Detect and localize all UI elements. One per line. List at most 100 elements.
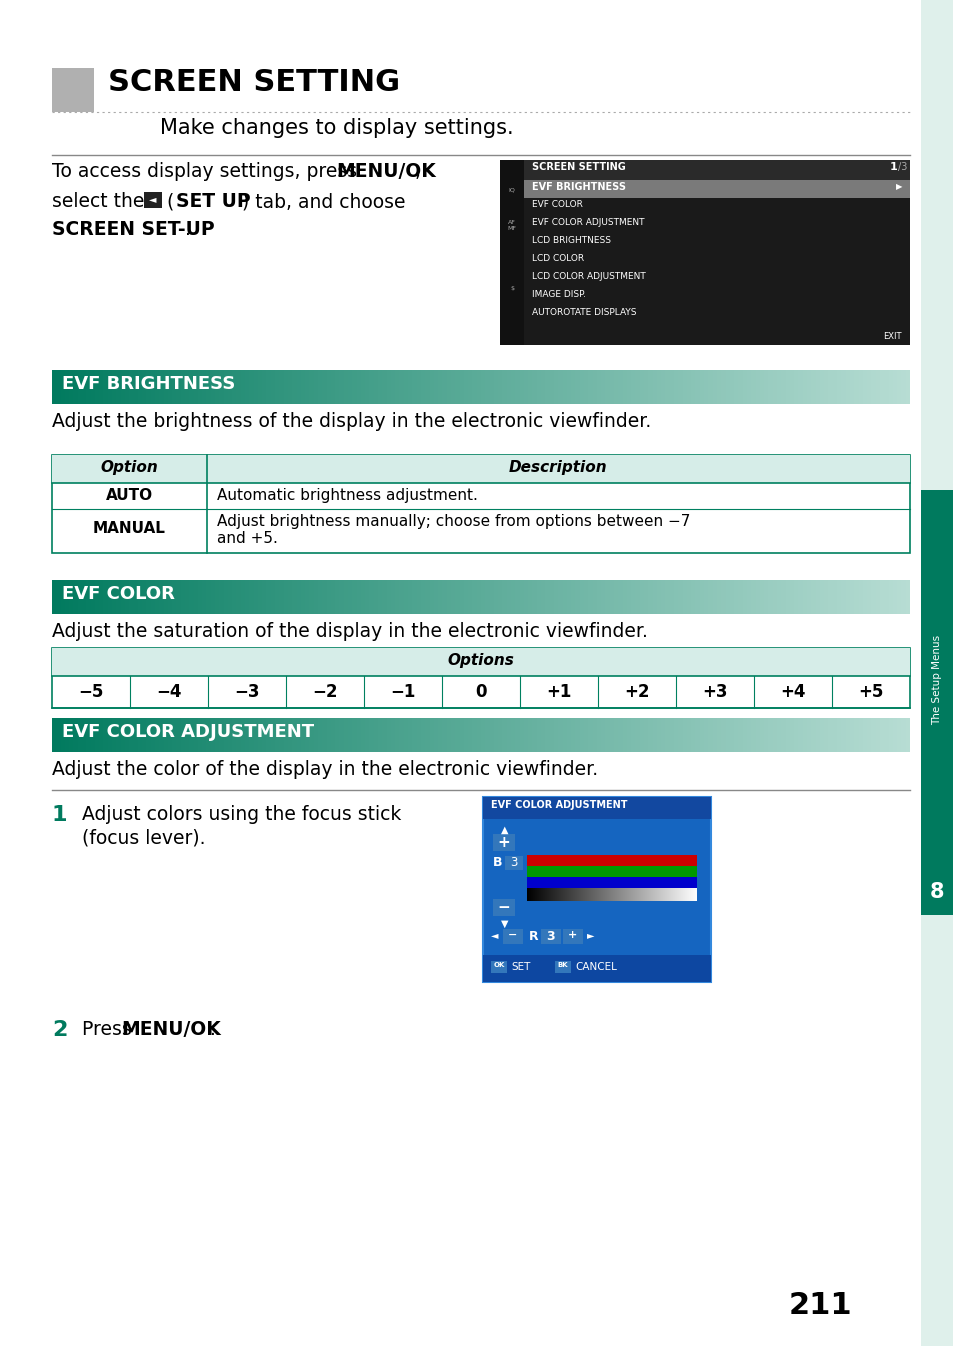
Bar [343,580,348,614]
Bar [317,370,322,404]
Bar [870,580,875,614]
Bar [776,370,781,404]
Bar [641,888,642,900]
Bar [108,717,112,752]
Bar [603,888,604,900]
Bar [502,370,507,404]
Bar [103,717,108,752]
Bar [142,580,147,614]
Bar [223,580,228,614]
Bar [776,717,781,752]
Bar [626,717,631,752]
Bar [292,370,296,404]
Bar [554,580,558,614]
Bar [360,717,365,752]
Bar [365,580,370,614]
Bar [73,580,78,614]
Bar [605,580,610,614]
Bar [561,888,562,900]
Bar [497,717,502,752]
Bar [571,370,576,404]
Bar [534,888,535,900]
Bar [526,865,697,878]
Bar [879,717,883,752]
Bar [245,580,250,614]
Bar [399,370,404,404]
Bar [643,717,648,752]
Bar [600,717,605,752]
Bar [476,580,481,614]
Bar [52,647,909,676]
Bar [815,717,820,752]
Bar [607,888,608,900]
Text: (: ( [166,192,173,211]
Bar [789,370,794,404]
Text: Adjust the color of the display in the electronic viewfinder.: Adjust the color of the display in the e… [52,760,598,779]
Bar [463,717,468,752]
Bar [202,717,207,752]
Bar [159,580,164,614]
Bar [665,580,670,614]
Bar [763,717,768,752]
Bar [657,580,661,614]
Bar [887,717,892,752]
Bar [253,717,258,752]
Bar [408,717,413,752]
Bar [94,370,99,404]
Bar [574,888,575,900]
Bar [494,370,498,404]
Bar [806,580,811,614]
Bar [412,717,416,752]
Bar [883,370,888,404]
Bar [425,580,430,614]
Bar [661,888,662,900]
Bar [667,888,668,900]
Bar [82,580,87,614]
Bar [429,370,434,404]
Text: ►: ► [586,930,594,940]
Bar [659,888,660,900]
Bar [511,717,516,752]
Bar [56,717,61,752]
Bar [228,580,233,614]
Bar [720,580,725,614]
Bar [314,370,318,404]
Bar [271,370,275,404]
Bar [526,855,697,865]
Bar [755,580,760,614]
Bar [491,961,506,973]
Bar [725,370,730,404]
Bar [52,717,57,752]
Bar [558,888,559,900]
Bar [589,888,590,900]
Bar [550,888,551,900]
Bar [172,717,176,752]
Bar [296,370,301,404]
Bar [468,717,473,752]
Text: 0: 0 [475,682,486,701]
Text: and +5.: and +5. [216,532,277,546]
Bar [386,717,391,752]
Bar [202,370,207,404]
Bar [91,580,95,614]
Bar [527,888,529,900]
Bar [554,370,558,404]
Bar [189,717,193,752]
Bar [866,370,871,404]
Bar [679,888,680,900]
Bar [305,580,310,614]
Bar [103,580,108,614]
Bar [529,888,530,900]
Bar [685,888,686,900]
Bar [274,717,279,752]
Bar [582,888,583,900]
Bar [635,717,639,752]
Bar [569,888,571,900]
Bar [545,888,546,900]
Bar [120,717,125,752]
Bar [663,888,664,900]
Bar [442,580,447,614]
Bar [537,717,541,752]
Bar [168,580,172,614]
Bar [618,580,622,614]
